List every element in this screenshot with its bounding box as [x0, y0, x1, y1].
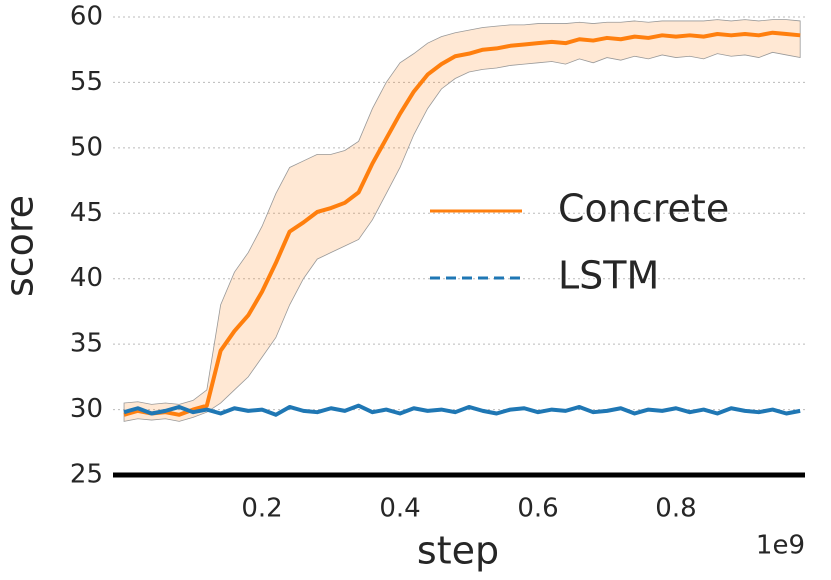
- y-tick-label: 40: [70, 263, 103, 293]
- x-tick-label: 0.6: [517, 494, 558, 524]
- x-axis-label: step: [417, 529, 499, 573]
- x-tick-label: 0.8: [655, 494, 696, 524]
- y-tick-label: 55: [70, 67, 103, 97]
- band: [123, 19, 801, 422]
- line: [123, 30, 801, 417]
- y-axis-label: score: [0, 195, 42, 297]
- x-tick-label: 0.4: [379, 494, 420, 524]
- y-tick-label: 45: [70, 198, 103, 228]
- legend-label: LSTM: [558, 254, 659, 298]
- line: [123, 403, 801, 417]
- y-tick-label: 35: [70, 329, 103, 359]
- x-tick-label: 0.2: [241, 494, 282, 524]
- y-tick-label: 30: [70, 394, 103, 424]
- y-tick-label: 50: [70, 132, 103, 162]
- legend-label: Concrete: [558, 187, 729, 231]
- x-offset-label: 1e9: [756, 531, 805, 561]
- y-tick-label: 60: [70, 2, 103, 32]
- y-tick-label: 25: [70, 460, 103, 490]
